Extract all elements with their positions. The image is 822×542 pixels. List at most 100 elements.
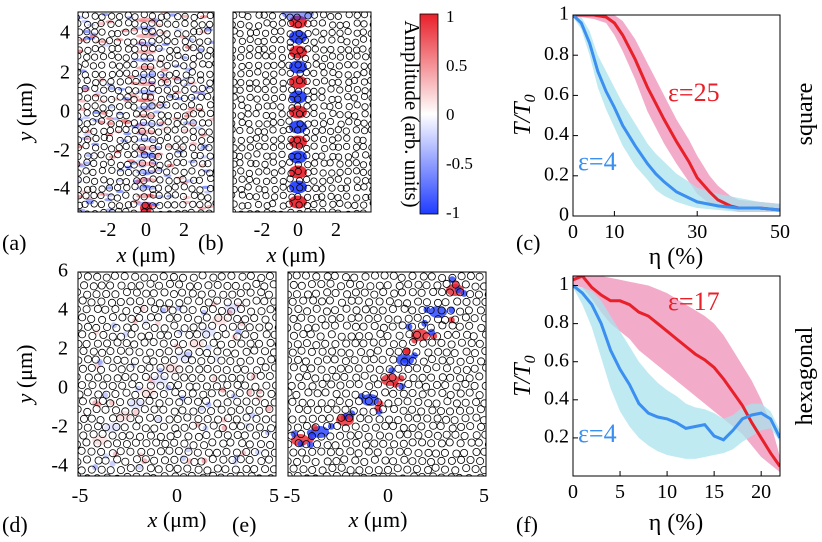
lattice-hole bbox=[368, 120, 371, 128]
lattice-hole bbox=[368, 46, 371, 54]
lattice-hole bbox=[267, 355, 276, 364]
lattice-hole bbox=[156, 19, 164, 28]
lattice-hole bbox=[226, 390, 235, 399]
lattice-hole bbox=[195, 176, 203, 184]
lattice-hole bbox=[108, 431, 117, 440]
lattice-hole bbox=[193, 282, 202, 291]
lattice-hole bbox=[183, 313, 192, 322]
lattice-hole bbox=[384, 399, 393, 408]
lattice-hole bbox=[214, 415, 223, 424]
lattice-hole bbox=[255, 120, 263, 128]
lattice-hole bbox=[296, 184, 304, 192]
lattice-hole bbox=[233, 54, 236, 62]
lattice-hole bbox=[141, 27, 149, 36]
lattice-hole bbox=[215, 103, 221, 109]
lattice-hole bbox=[157, 54, 165, 63]
x-tick-label: 30 bbox=[687, 221, 707, 243]
lattice-hole bbox=[381, 388, 390, 397]
field-lobe bbox=[208, 40, 214, 44]
field-lobe bbox=[289, 60, 307, 74]
lattice-hole bbox=[154, 153, 162, 161]
lattice-hole bbox=[269, 20, 277, 28]
lattice-hole bbox=[277, 407, 284, 414]
lattice-hole bbox=[318, 36, 326, 44]
lattice-hole bbox=[465, 406, 474, 415]
lattice-hole bbox=[474, 290, 483, 299]
lattice-hole bbox=[318, 466, 327, 475]
lattice-hole bbox=[318, 62, 326, 70]
lattice-hole bbox=[443, 397, 452, 406]
field-lobe bbox=[121, 97, 130, 101]
lattice-hole bbox=[472, 431, 481, 440]
panel-a-field bbox=[78, 12, 221, 212]
lattice-hole bbox=[262, 330, 271, 339]
lattice-hole bbox=[118, 313, 127, 322]
lattice-hole bbox=[87, 314, 96, 323]
lattice-hole bbox=[312, 184, 320, 192]
field-lobe bbox=[405, 323, 413, 331]
lattice-hole bbox=[399, 423, 408, 432]
lattice-hole bbox=[92, 323, 101, 332]
lattice-hole bbox=[342, 142, 351, 151]
lattice-hole bbox=[337, 413, 346, 422]
lattice-hole bbox=[466, 455, 475, 464]
lattice-hole bbox=[131, 183, 139, 191]
lattice-hole bbox=[233, 61, 236, 69]
lattice-hole bbox=[125, 431, 134, 440]
lattice-hole bbox=[84, 20, 92, 29]
lattice-hole bbox=[173, 135, 181, 143]
lattice-hole bbox=[108, 61, 117, 69]
lattice-hole bbox=[252, 366, 261, 375]
lattice-hole bbox=[431, 463, 440, 472]
lattice-hole bbox=[80, 414, 89, 423]
lattice-hole bbox=[103, 440, 112, 449]
field-lobe bbox=[96, 358, 103, 365]
lattice-hole bbox=[427, 388, 436, 397]
lattice-hole bbox=[351, 201, 359, 209]
lattice-hole bbox=[343, 192, 351, 200]
lattice-hole bbox=[218, 424, 227, 433]
lattice-hole bbox=[433, 481, 440, 488]
lattice-hole bbox=[433, 332, 442, 341]
field-lobe bbox=[136, 129, 156, 135]
lattice-hole bbox=[313, 357, 322, 366]
lattice-hole bbox=[307, 280, 316, 289]
lattice-hole bbox=[108, 208, 116, 212]
series-line-ε=17 bbox=[573, 276, 780, 468]
lattice-hole bbox=[454, 482, 461, 489]
y-tick-label: 1 bbox=[559, 273, 569, 295]
lattice-hole bbox=[213, 482, 220, 489]
lattice-hole bbox=[352, 472, 361, 476]
lattice-hole bbox=[237, 53, 245, 61]
lattice-hole bbox=[369, 153, 371, 161]
lattice-hole bbox=[320, 77, 329, 85]
lattice-hole bbox=[341, 424, 350, 433]
lattice-hole bbox=[270, 61, 278, 69]
lattice-hole bbox=[457, 272, 466, 281]
field-lobe bbox=[255, 395, 262, 401]
lattice-hole bbox=[92, 79, 100, 87]
field-lobe bbox=[179, 56, 188, 60]
lattice-hole bbox=[433, 431, 442, 440]
lattice-hole bbox=[359, 45, 367, 53]
lattice-hole bbox=[340, 372, 349, 381]
lattice-hole bbox=[310, 12, 319, 19]
lattice-hole bbox=[122, 112, 130, 120]
lattice-hole bbox=[100, 133, 108, 142]
field-lobe bbox=[136, 41, 145, 45]
lattice-hole bbox=[91, 84, 99, 92]
lattice-hole bbox=[185, 330, 194, 339]
lattice-hole bbox=[334, 126, 342, 134]
lattice-hole bbox=[462, 464, 471, 473]
lattice-hole bbox=[323, 441, 332, 450]
lattice-hole bbox=[345, 118, 353, 126]
lattice-hole bbox=[353, 194, 361, 202]
lattice-hole bbox=[163, 30, 171, 38]
lattice-hole bbox=[146, 348, 155, 357]
lattice-hole bbox=[78, 390, 84, 399]
lattice-hole bbox=[447, 456, 456, 465]
lattice-hole bbox=[319, 169, 327, 177]
lattice-hole bbox=[403, 299, 412, 308]
lattice-hole bbox=[99, 381, 108, 390]
lattice-hole bbox=[204, 160, 212, 168]
